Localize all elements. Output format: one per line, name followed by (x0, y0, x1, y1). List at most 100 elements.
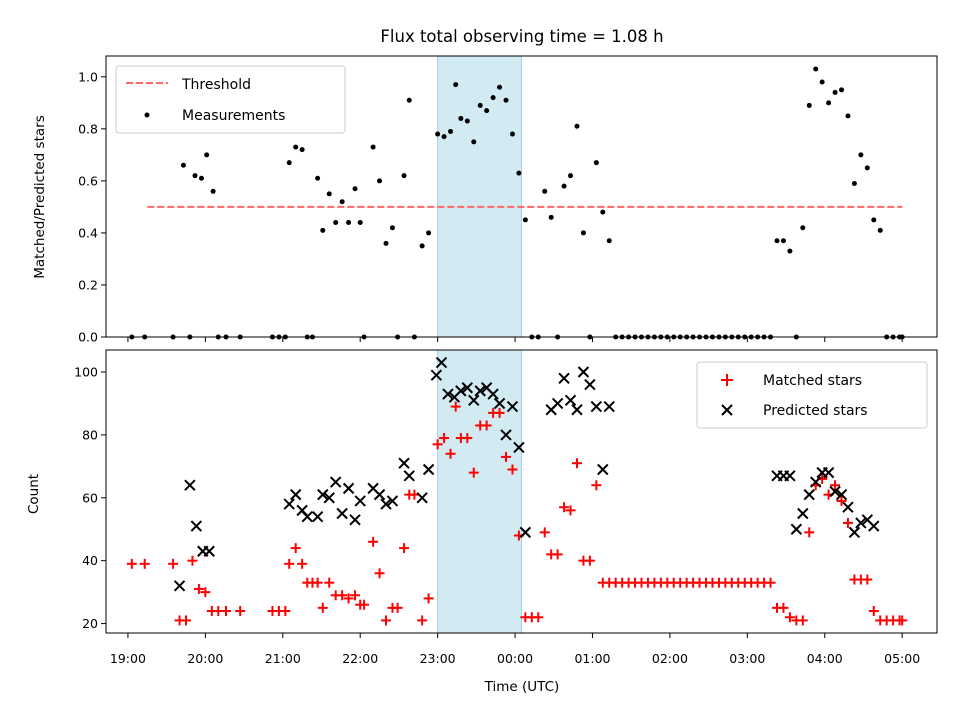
measurements-legend-swatch (144, 112, 150, 118)
measurement-point (204, 152, 210, 158)
y-tick-label: 0.6 (78, 173, 98, 188)
matched-star-point (565, 505, 576, 516)
measurement-point (389, 225, 395, 231)
predicted-star-point (190, 520, 203, 532)
y-tick-label: 60 (82, 490, 98, 505)
predicted-star-point (597, 463, 609, 476)
ratio-axes-frame (105, 55, 938, 338)
x-tick-label: 19:00 (110, 651, 146, 666)
predicted-star-point (354, 495, 366, 507)
matched-star-point (359, 599, 370, 610)
count-legend: Matched stars Predicted stars (696, 361, 928, 429)
ratio-y-axis-label: Matched/Predicted stars (32, 115, 48, 278)
y-tick-label: 100 (74, 365, 98, 380)
measurement-point (320, 227, 326, 233)
predicted-star-point (380, 498, 392, 510)
matched-stars-points (126, 401, 908, 626)
measurement-point (548, 214, 554, 220)
matched-star-point (468, 467, 479, 478)
measurement-point (357, 220, 363, 226)
predicted-star-point (584, 378, 596, 391)
measurement-point (864, 165, 870, 171)
predicted-star-point (519, 526, 532, 539)
x-tick-label: 22:00 (342, 651, 378, 666)
measurement-point (503, 97, 509, 103)
matched-star-point (312, 577, 323, 588)
measurement-point (352, 186, 358, 192)
predicted-star-point (455, 385, 467, 397)
measurement-point (383, 240, 389, 246)
measurement-point (606, 238, 612, 244)
measurement-point (813, 66, 819, 72)
matched-star-point (399, 543, 410, 554)
matched-star-point (280, 605, 291, 616)
predicted-star-point (416, 492, 428, 504)
ratio-x-ticks (127, 337, 903, 342)
predicted-star-point (386, 495, 399, 507)
measurement-point (210, 188, 216, 194)
count-x-ticks: 19:00 20:00 21:00 22:00 23:00 00:00 01:00 02:00… (110, 633, 920, 666)
count-panel: 20 40 60 80 100 19:00 20:00 21:00 22:00 23:00 00:… (26, 349, 938, 695)
matched-star-point (559, 502, 570, 513)
ratio-panel: 0.0 0.2 0.4 0.6 0.8 1.0 Matched/Predicted sta… (32, 55, 938, 345)
matched-star-point (494, 407, 505, 418)
predicted-star-point (398, 457, 410, 469)
matched-star-point (552, 549, 563, 560)
measurement-point (293, 144, 299, 150)
predicted-star-point (855, 517, 867, 529)
predicted-star-point (506, 400, 519, 413)
matched-star-point (417, 615, 428, 626)
y-tick-label: 0.0 (78, 330, 98, 345)
measurement-point (497, 84, 503, 90)
measurement-point (800, 225, 806, 231)
predicted-star-point (474, 385, 486, 397)
x-tick-label: 01:00 (574, 651, 610, 666)
measurement-point (180, 162, 186, 168)
predicted-star-point (829, 485, 841, 498)
matched-star-point (481, 420, 492, 431)
matched-star-point (533, 612, 544, 623)
matched-star-point (374, 568, 385, 579)
predicted-legend-label: Predicted stars (763, 403, 868, 419)
measurement-point (490, 95, 496, 101)
measurement-point (568, 173, 574, 179)
measurement-point (286, 160, 292, 166)
matched-star-point (765, 577, 776, 588)
x-tick-label: 21:00 (265, 651, 301, 666)
y-tick-label: 80 (82, 427, 98, 442)
matched-star-point (797, 615, 808, 626)
predicted-star-point (317, 488, 329, 501)
threshold-legend-label: Threshold (181, 77, 251, 93)
predicted-star-point (422, 463, 435, 476)
measurement-point (346, 220, 352, 226)
predicted-star-point (430, 369, 443, 381)
x-tick-label: 23:00 (420, 651, 456, 666)
measurement-point (839, 87, 845, 93)
predicted-star-point (803, 488, 815, 501)
measurement-point (774, 238, 780, 244)
predicted-star-point (403, 470, 415, 482)
predicted-star-point (442, 388, 454, 400)
measurement-point (448, 128, 454, 134)
y-tick-label: 1.0 (78, 69, 98, 84)
predicted-star-point (500, 429, 512, 441)
matched-star-point (539, 527, 550, 538)
matched-star-point (181, 615, 192, 626)
matched-star-point (830, 480, 841, 491)
matched-star-point (221, 605, 232, 616)
measurement-point (858, 152, 864, 158)
matched-star-point (290, 543, 301, 554)
x-tick-label: 03:00 (729, 651, 765, 666)
matched-star-point (584, 555, 595, 566)
predicted-star-point (301, 510, 314, 523)
count-x-axis-label: Time (UTC) (484, 679, 560, 695)
matched-star-point (571, 458, 582, 469)
count-y-axis-label: Count (26, 474, 42, 514)
matched-star-point (168, 558, 179, 569)
measurement-point (509, 131, 515, 137)
measurement-point (826, 100, 832, 106)
matched-star-point (501, 451, 512, 462)
predicted-star-point (790, 523, 803, 535)
measurement-point (401, 173, 407, 179)
